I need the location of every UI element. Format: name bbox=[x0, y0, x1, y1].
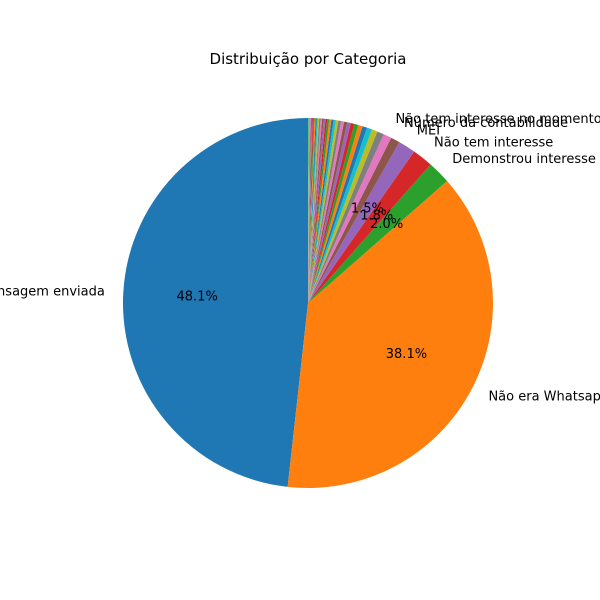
pie-slice bbox=[308, 118, 312, 303]
pie-slice bbox=[308, 120, 342, 304]
pie-slice bbox=[308, 118, 310, 303]
pie-slices bbox=[123, 118, 494, 489]
slice-percent-label: 1.5% bbox=[351, 202, 384, 217]
slice-percent-label: 38.1% bbox=[386, 347, 427, 362]
pie-slice bbox=[308, 123, 355, 303]
pie-slice bbox=[308, 151, 431, 303]
pie-slice bbox=[308, 120, 345, 304]
slice-percent-label: 48.1% bbox=[177, 289, 218, 304]
slice-percent-label: 1.8% bbox=[360, 208, 393, 223]
pie-slice bbox=[308, 118, 321, 303]
slice-percent-label: 2.0% bbox=[370, 217, 403, 232]
pie-slice bbox=[308, 118, 324, 303]
pie-slice bbox=[308, 118, 328, 303]
slice-label: Não tem interesse no momento bbox=[395, 112, 600, 127]
slice-label: Mensagem enviada bbox=[0, 284, 105, 299]
pie-slice bbox=[308, 118, 314, 303]
pie-slice bbox=[308, 118, 310, 303]
pie-slice bbox=[308, 119, 336, 303]
pie-slice bbox=[308, 131, 384, 303]
pie-slice bbox=[308, 120, 339, 303]
pie-slice bbox=[308, 142, 415, 303]
percent-labels: 48.1% 38.1% 2.0%1.8%1.5% bbox=[177, 202, 428, 362]
pie-slice bbox=[308, 118, 318, 304]
pie-slice bbox=[308, 118, 323, 303]
pie-slice bbox=[308, 124, 363, 303]
pie-slice bbox=[308, 118, 313, 303]
slice-label: MEI bbox=[417, 124, 440, 139]
pie-slice bbox=[308, 118, 317, 303]
pie-slice bbox=[308, 122, 351, 303]
pie-slice bbox=[308, 127, 372, 303]
pie-slice bbox=[308, 129, 378, 303]
pie-slice bbox=[308, 119, 330, 304]
pie-slice bbox=[308, 121, 348, 303]
pie-slice bbox=[308, 134, 392, 303]
pie-slice bbox=[308, 119, 334, 303]
pie-slice bbox=[308, 118, 320, 303]
pie-slice bbox=[308, 118, 311, 303]
pie-slice bbox=[308, 137, 400, 303]
slice-label: Não era Whatsapp bbox=[488, 390, 600, 405]
slice-label: Demonstrou interesse bbox=[452, 152, 596, 167]
pie-slice bbox=[308, 164, 448, 303]
pie-slice bbox=[308, 118, 316, 303]
slice-label: Não tem interesse bbox=[434, 136, 553, 151]
pie-slice bbox=[287, 181, 494, 489]
chart-title: Distribuição por Categoria bbox=[210, 50, 407, 68]
pie-slice bbox=[308, 118, 315, 303]
pie-slice bbox=[123, 118, 309, 487]
pie-slice bbox=[308, 126, 367, 303]
slice-label: Número da contabilidade bbox=[404, 116, 568, 131]
pie-slice bbox=[308, 119, 332, 303]
pie-slice bbox=[308, 118, 326, 304]
slice-labels: Mensagem enviada Não era Whatsapp Demonstr… bbox=[0, 112, 600, 405]
pie-slice bbox=[308, 123, 359, 303]
pie-slice bbox=[308, 118, 309, 303]
